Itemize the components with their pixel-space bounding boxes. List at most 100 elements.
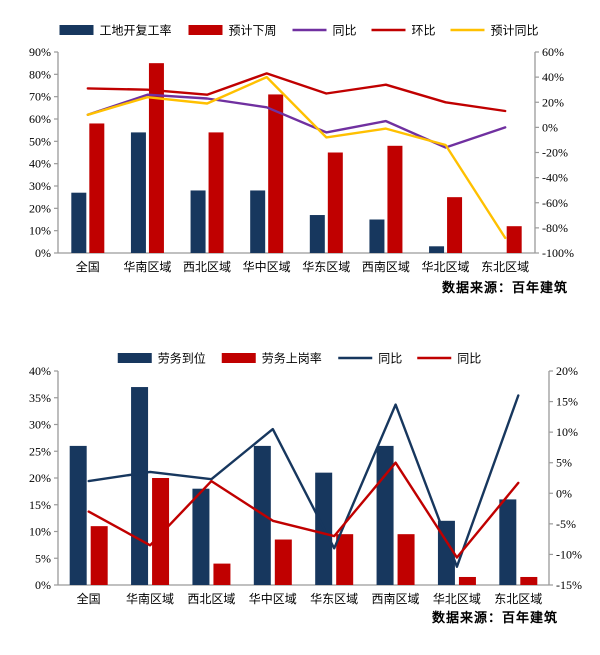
right-axis-tick-label: 60% xyxy=(542,45,564,59)
bar-劳务上岗率 xyxy=(520,576,538,585)
bar-工地开复工率 xyxy=(71,192,87,253)
legend-item: 同比 xyxy=(338,352,402,366)
bar-劳务上岗率 xyxy=(90,526,108,585)
x-axis-label: 全国 xyxy=(77,591,101,606)
data-source-note-bottom: 数据来源：百年建筑 xyxy=(431,610,558,625)
legend-label: 同比 xyxy=(333,24,357,38)
bar-工地开复工率 xyxy=(130,132,146,253)
right-axis-tick-label: -15% xyxy=(556,578,582,592)
left-axis-tick-label: 30% xyxy=(29,179,51,193)
right-axis-tick-label: 20% xyxy=(556,364,578,378)
left-axis-tick-label: 40% xyxy=(29,364,51,378)
right-axis-tick-label: 5% xyxy=(556,456,572,470)
bar-劳务到位 xyxy=(499,499,517,585)
left-axis-tick-label: 20% xyxy=(29,201,51,215)
legend-label: 工地开复工率 xyxy=(100,23,172,38)
right-axis-tick-label: -80% xyxy=(542,221,568,235)
bar-预计下周 xyxy=(148,63,164,253)
x-axis-label: 华中区域 xyxy=(243,259,291,274)
data-source-note-top: 数据来源：百年建筑 xyxy=(441,280,568,295)
bar-劳务上岗率 xyxy=(458,576,476,585)
left-axis-tick-label: 90% xyxy=(29,45,51,59)
left-axis-tick-label: 60% xyxy=(29,112,51,126)
legend-label: 劳务到位 xyxy=(158,351,206,366)
right-axis-tick-label: -60% xyxy=(542,196,568,210)
right-axis-tick-label: -5% xyxy=(556,517,576,531)
bar-预计下周 xyxy=(208,132,224,253)
bar-劳务上岗率 xyxy=(274,539,292,585)
right-axis-tick-label: 20% xyxy=(542,95,564,109)
right-axis-tick-label: -40% xyxy=(542,171,568,185)
bar-工地开复工率 xyxy=(309,215,325,253)
x-axis-label: 西北区域 xyxy=(187,592,235,606)
legend-item: 环比 xyxy=(371,24,436,38)
x-axis-label: 东北区域 xyxy=(481,260,529,274)
x-axis-label: 华北区域 xyxy=(433,592,481,606)
legend-item: 预计同比 xyxy=(450,24,539,38)
x-axis-label: 全国 xyxy=(76,259,100,274)
left-axis-tick-label: 5% xyxy=(35,551,51,565)
right-axis-tick-label: 0% xyxy=(556,486,572,500)
legend-label: 环比 xyxy=(412,24,436,38)
bar-工地开复工率 xyxy=(429,246,445,253)
legend-item: 同比 xyxy=(292,24,357,38)
legend-label: 预计同比 xyxy=(491,24,539,38)
legend-swatch-bar xyxy=(221,353,256,363)
left-axis-tick-label: 40% xyxy=(29,157,51,171)
right-axis-tick-label: -20% xyxy=(542,146,568,160)
line-环比 xyxy=(86,72,507,113)
right-axis-tick-label: -10% xyxy=(556,547,582,561)
x-axis-label: 西南区域 xyxy=(372,591,420,606)
right-axis-tick-label: 10% xyxy=(556,425,578,439)
legend-item: 工地开复工率 xyxy=(59,23,172,38)
legend-item: 劳务上岗率 xyxy=(221,351,322,366)
line-同比 xyxy=(87,461,520,559)
bar-预计下周 xyxy=(387,145,403,253)
x-axis-label: 华南区域 xyxy=(123,259,171,274)
bar-劳务到位 xyxy=(131,387,149,585)
bar-预计下周 xyxy=(268,94,284,253)
x-axis-label: 华东区域 xyxy=(302,260,350,274)
bar-劳务上岗率 xyxy=(152,478,170,585)
x-axis-label: 华南区域 xyxy=(126,591,174,606)
left-axis-tick-label: 25% xyxy=(29,444,51,458)
legend-label: 同比 xyxy=(457,352,481,366)
legend-item: 同比 xyxy=(417,352,481,366)
bar-预计下周 xyxy=(447,197,463,253)
bar-工地开复工率 xyxy=(369,219,385,253)
bar-劳务上岗率 xyxy=(213,563,231,585)
bar-预计下周 xyxy=(327,152,343,253)
bar-预计下周 xyxy=(89,123,105,253)
legend-swatch-bar xyxy=(117,353,152,363)
legend-swatch-bar xyxy=(59,25,94,35)
legend-swatch-bar xyxy=(188,25,223,35)
right-axis-tick-label: 40% xyxy=(542,70,564,84)
left-axis-tick-label: 30% xyxy=(29,418,51,432)
construction-resumption-chart-canvas: 工地开复工率 预计下周 同比 环比 预计同比 0% 10% 20% 30% 40% 50% 60% 70… xyxy=(29,23,574,275)
right-axis-tick-label: -100% xyxy=(542,246,574,260)
x-axis-label: 西北区域 xyxy=(183,260,231,274)
bar-工地开复工率 xyxy=(250,190,266,253)
x-axis-label: 东北区域 xyxy=(494,592,542,606)
left-axis-tick-label: 80% xyxy=(29,67,51,81)
bar-劳务上岗率 xyxy=(336,534,354,585)
legend-label: 同比 xyxy=(378,352,402,366)
left-axis-tick-label: 10% xyxy=(29,525,51,539)
bar-劳务到位 xyxy=(69,445,87,585)
left-axis-tick-label: 10% xyxy=(29,224,51,238)
legend-label: 预计下周 xyxy=(229,24,277,38)
bar-劳务到位 xyxy=(253,445,271,585)
left-axis-tick-label: 20% xyxy=(29,471,51,485)
left-axis-tick-label: 15% xyxy=(29,498,51,512)
bar-劳务上岗率 xyxy=(397,534,415,585)
chart-labor-availability: 劳务到位 劳务上岗率 同比 同比 0% 5% 10% 15% 20% 25% 30% 35% 40% -1… xyxy=(0,310,600,655)
legend-item: 劳务到位 xyxy=(117,351,206,366)
x-axis-label: 西南区域 xyxy=(362,259,410,274)
left-axis-tick-label: 70% xyxy=(29,90,51,104)
right-axis-tick-label: 15% xyxy=(556,395,578,409)
legend-item: 预计下周 xyxy=(188,24,277,38)
legend-label: 劳务上岗率 xyxy=(262,351,322,366)
left-axis-tick-label: 0% xyxy=(35,578,51,592)
x-axis-label: 华北区域 xyxy=(422,260,470,274)
